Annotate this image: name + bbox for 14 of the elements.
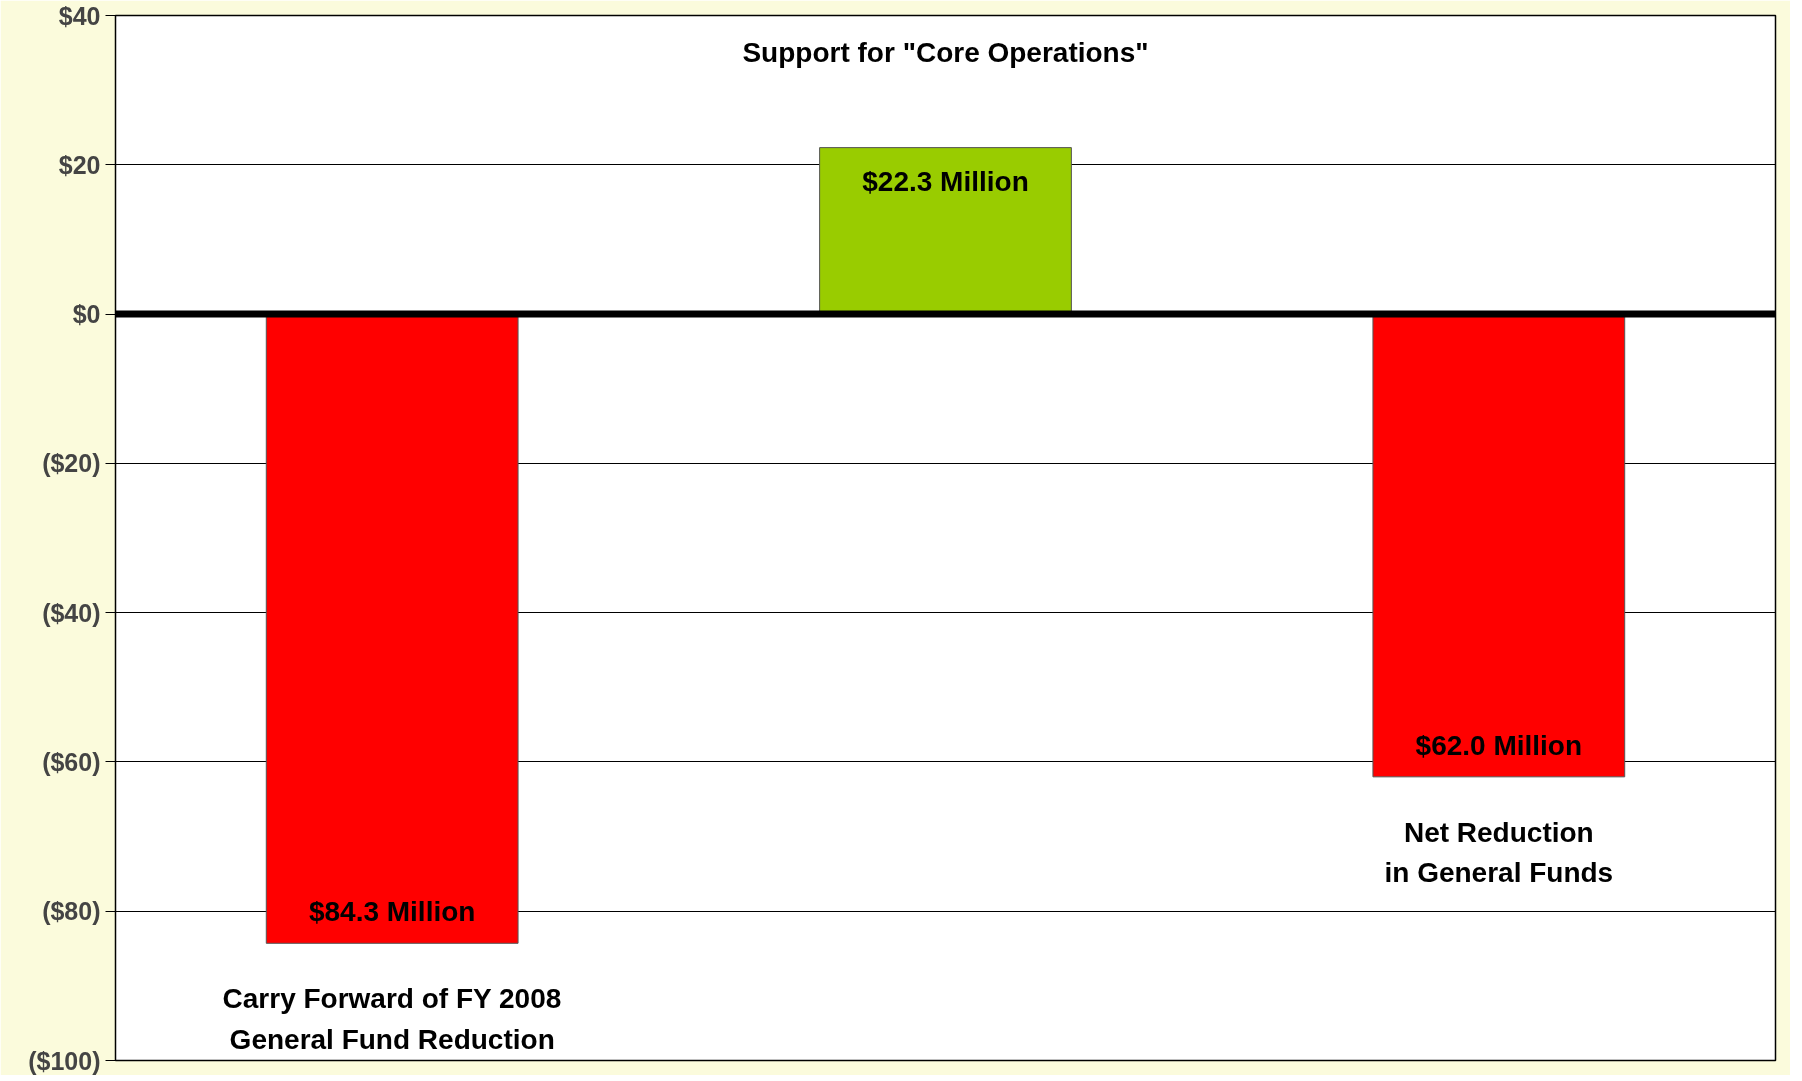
x-tick-label: Support for "Core Operations" [742,36,1149,68]
y-tick-label: $20 [58,150,101,179]
y-tick-label: $40 [58,1,101,30]
y-tick-label: ($80) [42,897,101,926]
y-tick-label: $0 [72,300,101,329]
annotation: $62.0 Million [1415,729,1583,761]
y-tick-label: ($20) [42,449,101,478]
annotation: $22.3 Million [862,165,1029,197]
y-tick-label: ($40) [42,598,101,627]
y-tick-label: ($60) [42,747,101,776]
y-tick-label: ($100) [28,1046,101,1075]
x-tick-label: Net Reduction in General Funds [1384,816,1614,889]
x-tick-label: Carry Forward of FY 2008 General Fund Reduction [222,983,562,1055]
annotation: $84.3 Million [308,896,476,928]
